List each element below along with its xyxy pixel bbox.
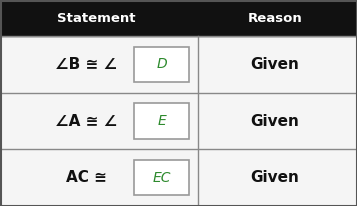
Text: Given: Given <box>251 170 299 185</box>
Text: Given: Given <box>251 57 299 72</box>
Text: Given: Given <box>251 114 299 129</box>
Text: E: E <box>157 114 166 128</box>
Text: AC ≅: AC ≅ <box>66 170 107 185</box>
FancyBboxPatch shape <box>134 47 189 82</box>
Bar <box>0 149 357 206</box>
Text: Reason: Reason <box>247 12 302 25</box>
FancyBboxPatch shape <box>134 103 189 139</box>
Bar <box>0 93 357 149</box>
Text: EC: EC <box>152 171 171 185</box>
Text: Statement: Statement <box>57 12 136 25</box>
Bar <box>0 36 357 93</box>
Text: D: D <box>156 57 167 71</box>
Bar <box>0 0 357 36</box>
FancyBboxPatch shape <box>134 160 189 195</box>
Text: ∠B ≅ ∠: ∠B ≅ ∠ <box>55 57 117 72</box>
Text: ∠A ≅ ∠: ∠A ≅ ∠ <box>55 114 117 129</box>
